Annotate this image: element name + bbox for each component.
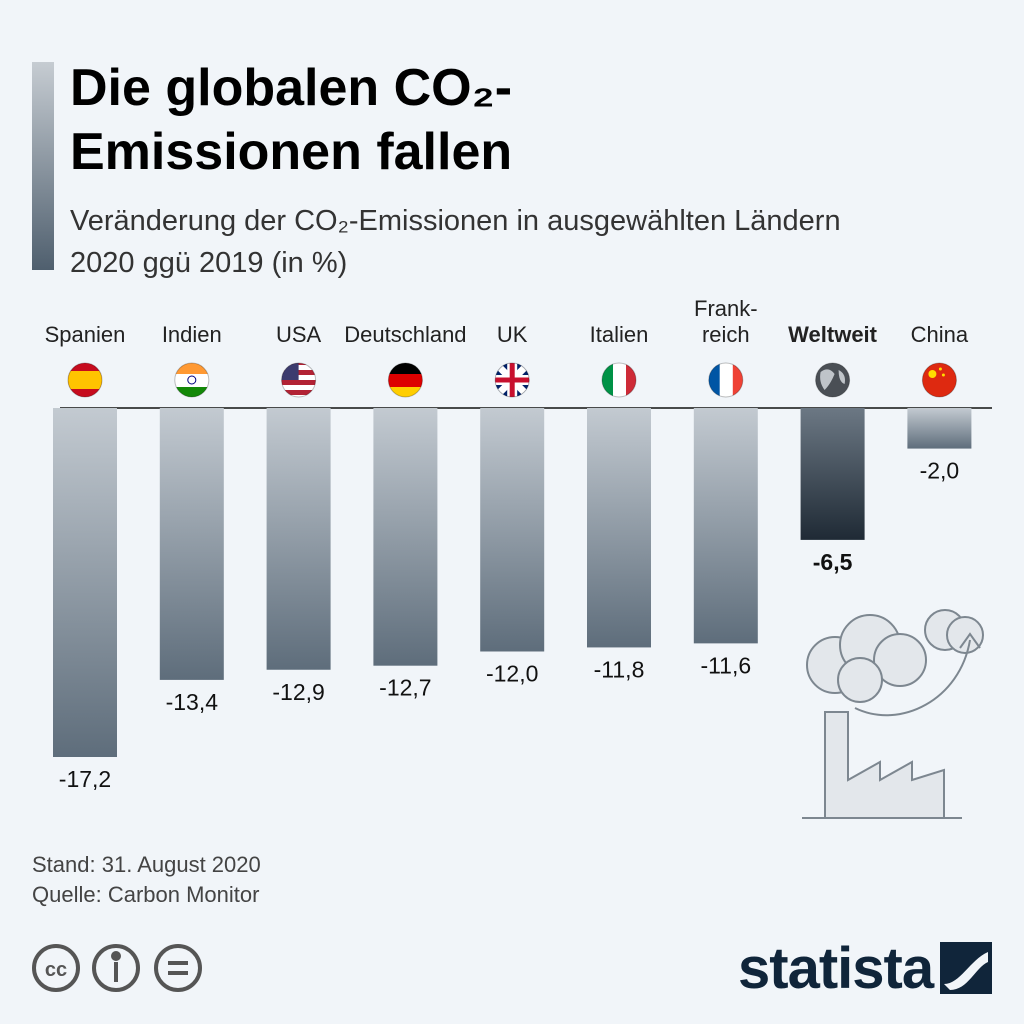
flag-ring: [815, 362, 851, 398]
category-label: UK: [496, 322, 528, 347]
flag-icon: [174, 363, 209, 397]
value-label: -12,7: [379, 675, 431, 701]
flag-part: [626, 363, 636, 397]
flag-icon: [495, 363, 530, 397]
category-label: Spanien: [44, 322, 126, 347]
bar: [907, 408, 972, 449]
bar: [266, 408, 331, 670]
flag-icon: [602, 363, 636, 397]
flag-part: [187, 375, 197, 385]
flag-part: [820, 369, 845, 390]
flag-part: [281, 380, 316, 385]
flag-part: [68, 371, 102, 389]
flag-ring: [708, 362, 744, 398]
value-label: -12,9: [272, 679, 324, 705]
flag-ring: [387, 362, 423, 398]
bar: [693, 408, 758, 644]
flag-part: [495, 363, 530, 397]
flag-icon: [815, 363, 850, 397]
flag-part: [388, 363, 423, 374]
flag-part: [928, 370, 937, 378]
svg-text:cc: cc: [45, 959, 67, 981]
flag-ring: [494, 362, 530, 398]
flag-ring: [601, 362, 637, 398]
category-label: Frank- reich: [694, 296, 758, 347]
chart-subtitle: Veränderung der CO₂-Emissionen in ausgew…: [70, 205, 841, 279]
flag-part: [941, 373, 945, 377]
chart-title: Die globalen CO₂-Emissionen fallen: [70, 59, 513, 181]
flag-part: [602, 363, 613, 397]
flag-part: [938, 367, 942, 371]
flag-part: [815, 363, 850, 397]
flag-icon: [68, 363, 102, 397]
flag-icon: [281, 363, 316, 397]
flag-part: [719, 363, 733, 397]
bar: [53, 408, 117, 757]
bar: [587, 408, 651, 648]
flag-icon: [922, 363, 957, 397]
value-label: -11,8: [594, 656, 645, 682]
category-label: China: [910, 322, 969, 347]
category-label: Indien: [161, 322, 222, 347]
category-label: Deutschland: [344, 322, 467, 347]
category-label: USA: [275, 322, 322, 347]
flag-part: [281, 385, 316, 390]
category-label: Weltweit: [788, 322, 877, 347]
value-label: -13,4: [166, 689, 219, 715]
license-icons: cc: [32, 944, 202, 992]
flag-part: [281, 395, 316, 397]
flag-part: [732, 363, 743, 397]
category-label: Italien: [589, 322, 649, 347]
flag-part: [613, 363, 626, 397]
flag-part: [388, 387, 423, 397]
bar: [480, 408, 545, 652]
flag-part: [388, 374, 423, 387]
flag-ring: [174, 362, 210, 398]
brand: statista: [738, 936, 934, 1001]
value-label: -17,2: [59, 766, 111, 792]
accent-bar: [32, 62, 54, 270]
flag-part: [174, 363, 209, 374]
flag-part: [708, 363, 720, 397]
value-label: -2,0: [920, 458, 960, 484]
bar: [159, 408, 224, 680]
bar: [800, 408, 865, 540]
bar: [373, 408, 438, 666]
value-label: -6,5: [813, 549, 853, 575]
flag-ring: [67, 362, 103, 398]
flag-part: [922, 363, 957, 397]
value-label: -12,0: [486, 660, 538, 686]
factory-icon: [802, 609, 984, 819]
flag-part: [174, 387, 209, 397]
brand-logo: [940, 942, 992, 994]
flag-part: [281, 390, 316, 395]
flag-ring: [921, 362, 957, 398]
note: Quelle: Carbon Monitor: [32, 882, 260, 907]
value-label: -11,6: [700, 652, 751, 678]
flag-ring: [281, 362, 317, 398]
flag-icon: [708, 363, 743, 397]
flag-part: [174, 374, 209, 387]
note: Stand: 31. August 2020: [32, 852, 261, 877]
flag-icon: [388, 363, 423, 397]
